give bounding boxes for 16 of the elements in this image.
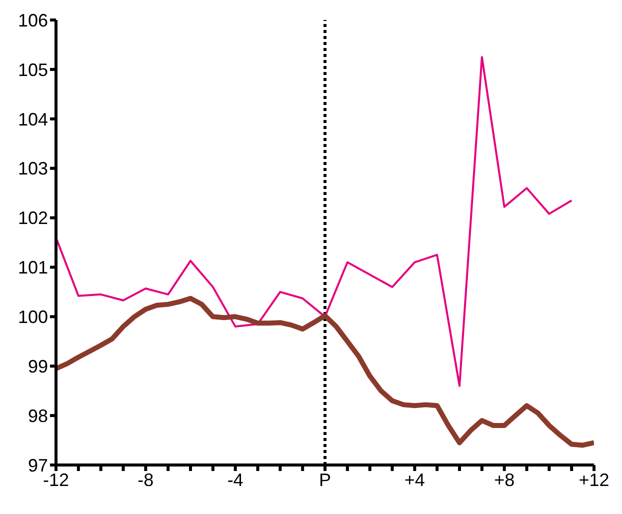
y-tick-label: 105 bbox=[18, 60, 48, 80]
y-tick-label: 100 bbox=[18, 307, 48, 328]
line-series bbox=[56, 56, 573, 387]
y-tick-label: 101 bbox=[18, 258, 48, 278]
x-tick-label: +4 bbox=[404, 470, 425, 490]
x-tick-label: +8 bbox=[494, 470, 515, 490]
x-tick-label: -4 bbox=[227, 470, 244, 490]
y-tick-label: 106 bbox=[18, 10, 48, 30]
x-tick-label: +12 bbox=[578, 470, 610, 490]
y-tick-label: 103 bbox=[18, 158, 48, 179]
y-tick-label: 102 bbox=[18, 208, 48, 228]
y-tick-label: 104 bbox=[18, 109, 48, 130]
x-tick-label: -8 bbox=[138, 470, 154, 490]
y-tick-label: 98 bbox=[28, 406, 48, 426]
x-tick-label: P bbox=[318, 470, 332, 490]
y-tick-label: 99 bbox=[28, 356, 48, 376]
